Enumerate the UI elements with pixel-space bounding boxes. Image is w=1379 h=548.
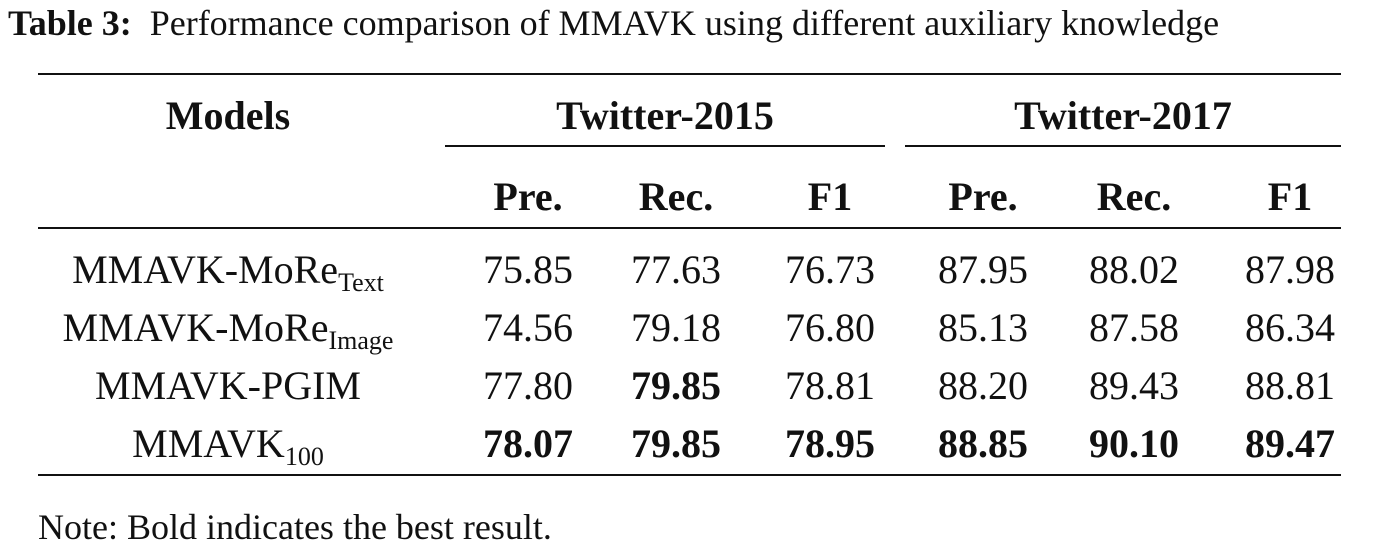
model-name: MMAVK-MoReText <box>20 247 436 296</box>
col-header: Pre. <box>493 174 563 219</box>
table-cell: 76.80 <box>785 305 875 350</box>
table-cell: 87.98 <box>1245 247 1335 292</box>
table-caption: Table 3: Performance comparison of MMAVK… <box>8 2 1219 44</box>
bottom-rule <box>38 474 1341 476</box>
col-header: Pre. <box>948 174 1018 219</box>
table-cell: 88.85 <box>938 421 1028 466</box>
table-cell: 76.73 <box>785 247 875 292</box>
col-header: F1 <box>807 174 853 219</box>
table-cell: 77.80 <box>483 363 573 408</box>
table-cell: 85.13 <box>938 305 1028 350</box>
table-cell: 74.56 <box>483 305 573 350</box>
col-header: Rec. <box>638 174 714 219</box>
model-name-text: MMAVK-PGIM <box>95 363 361 408</box>
table-cell: 87.58 <box>1089 305 1179 350</box>
table-cell: 89.47 <box>1245 421 1335 466</box>
table-cell: 89.43 <box>1089 363 1179 408</box>
table-label: Table 3: <box>8 3 132 43</box>
table-cell: 78.81 <box>785 363 875 408</box>
group1-rule <box>445 145 885 147</box>
table-cell: 79.85 <box>631 363 721 408</box>
model-name-subscript: Text <box>338 268 384 297</box>
model-name: MMAVK-PGIM <box>20 366 436 406</box>
table-note: Note: Bold indicates the best result. <box>38 507 552 547</box>
model-name-subscript: Image <box>328 326 394 355</box>
table-cell: 88.81 <box>1245 363 1335 408</box>
model-name: MMAVK100 <box>20 421 436 470</box>
table-cell: 78.95 <box>785 421 875 466</box>
table-cell: 79.85 <box>631 421 721 466</box>
table-cell: 75.85 <box>483 247 573 292</box>
col-header: Rec. <box>1096 174 1172 219</box>
model-name-subscript: 100 <box>284 442 324 471</box>
header-rule <box>38 227 1341 229</box>
table-cell: 86.34 <box>1245 305 1335 350</box>
col-header: F1 <box>1267 174 1313 219</box>
table-cell: 77.63 <box>631 247 721 292</box>
header-twitter-2017: Twitter-2017 <box>1014 93 1232 138</box>
model-name-text: MMAVK-MoRe <box>62 305 329 350</box>
model-name: MMAVK-MoReImage <box>20 305 436 354</box>
group2-rule <box>905 145 1341 147</box>
model-name-text: MMAVK-MoRe <box>72 247 339 292</box>
header-twitter-2015: Twitter-2015 <box>556 93 774 138</box>
top-rule <box>38 73 1341 75</box>
table-cell: 79.18 <box>631 305 721 350</box>
table-cell: 88.02 <box>1089 247 1179 292</box>
model-name-text: MMAVK <box>132 421 285 466</box>
table-cell: 78.07 <box>483 421 573 466</box>
table-title: Performance comparison of MMAVK using di… <box>149 3 1220 43</box>
table-cell: 87.95 <box>938 247 1028 292</box>
table-cell: 90.10 <box>1089 421 1179 466</box>
table-cell: 88.20 <box>938 363 1028 408</box>
header-models: Models <box>165 93 291 138</box>
